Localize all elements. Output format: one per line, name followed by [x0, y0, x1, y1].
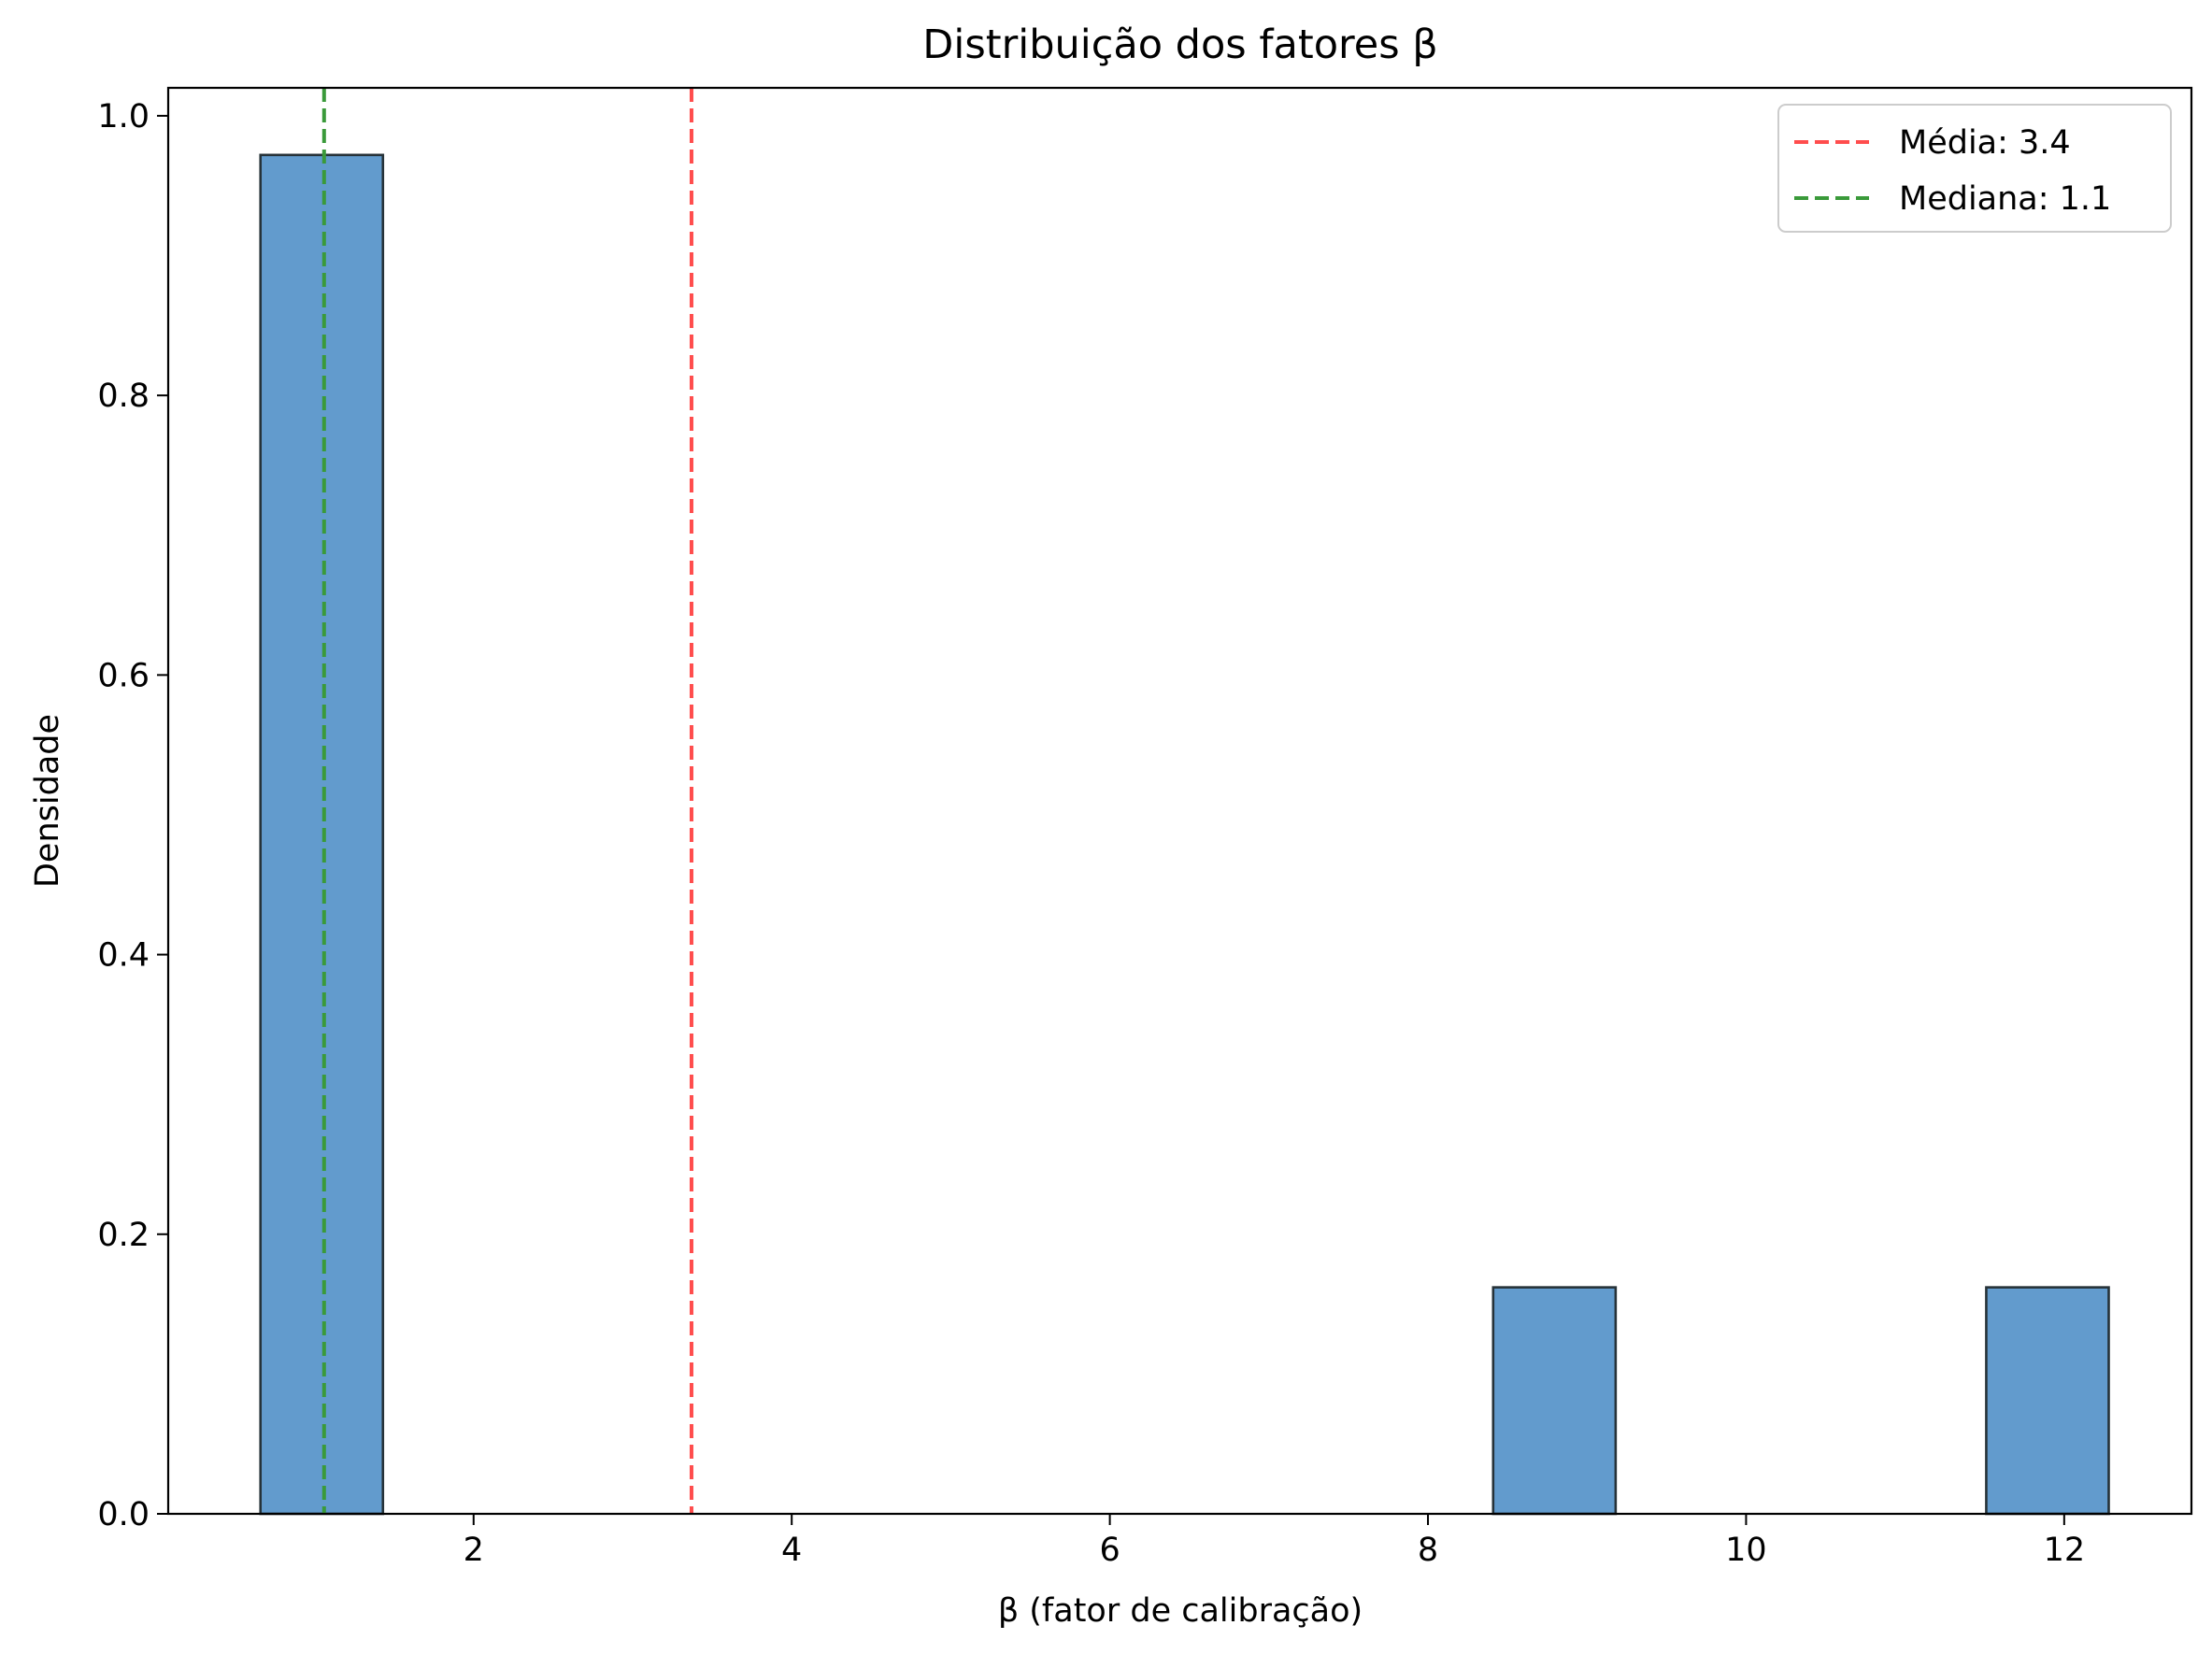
histogram-bar-3	[1985, 1286, 2110, 1516]
x-axis-label: β (fator de calibração)	[998, 1592, 1363, 1630]
y-tick-label: 1.0	[97, 98, 150, 135]
x-tick-label: 8	[1418, 1532, 1438, 1569]
y-axis: 0.0 0.2 0.4 0.6 0.8 1.0	[97, 98, 168, 1533]
x-tick-label: 10	[1725, 1532, 1767, 1569]
x-tick-label: 6	[1099, 1532, 1120, 1569]
legend-label: Média: 3.4	[1899, 124, 2071, 162]
x-tick-label: 4	[781, 1532, 802, 1569]
y-axis-label: Densidade	[29, 714, 66, 888]
y-tick-label: 0.8	[97, 378, 150, 415]
x-tick-label: 2	[464, 1532, 484, 1569]
bars-layer	[259, 153, 2110, 1516]
y-tick-label: 0.4	[97, 937, 150, 975]
y-tick-label: 0.0	[97, 1496, 150, 1533]
x-axis: 2 4 6 8 10 12	[464, 1514, 2085, 1569]
legend: Média: 3.4 Mediana: 1.1	[1777, 104, 2172, 233]
legend-entries: Média: 3.4 Mediana: 1.1	[1794, 124, 2111, 218]
x-tick-label: 12	[2044, 1532, 2086, 1569]
reference-lines-layer	[321, 88, 693, 1514]
chart-title: Distribuição dos fatores β	[922, 21, 1437, 68]
plot-area	[168, 88, 2191, 1514]
histogram-bar-1	[259, 153, 385, 1516]
histogram-bar-2	[1491, 1286, 1618, 1516]
legend-frame	[1777, 104, 2172, 233]
y-tick-label: 0.2	[97, 1217, 150, 1254]
plot-frame	[166, 86, 2193, 1516]
legend-label: Mediana: 1.1	[1899, 180, 2111, 218]
y-tick-label: 0.6	[97, 657, 150, 694]
